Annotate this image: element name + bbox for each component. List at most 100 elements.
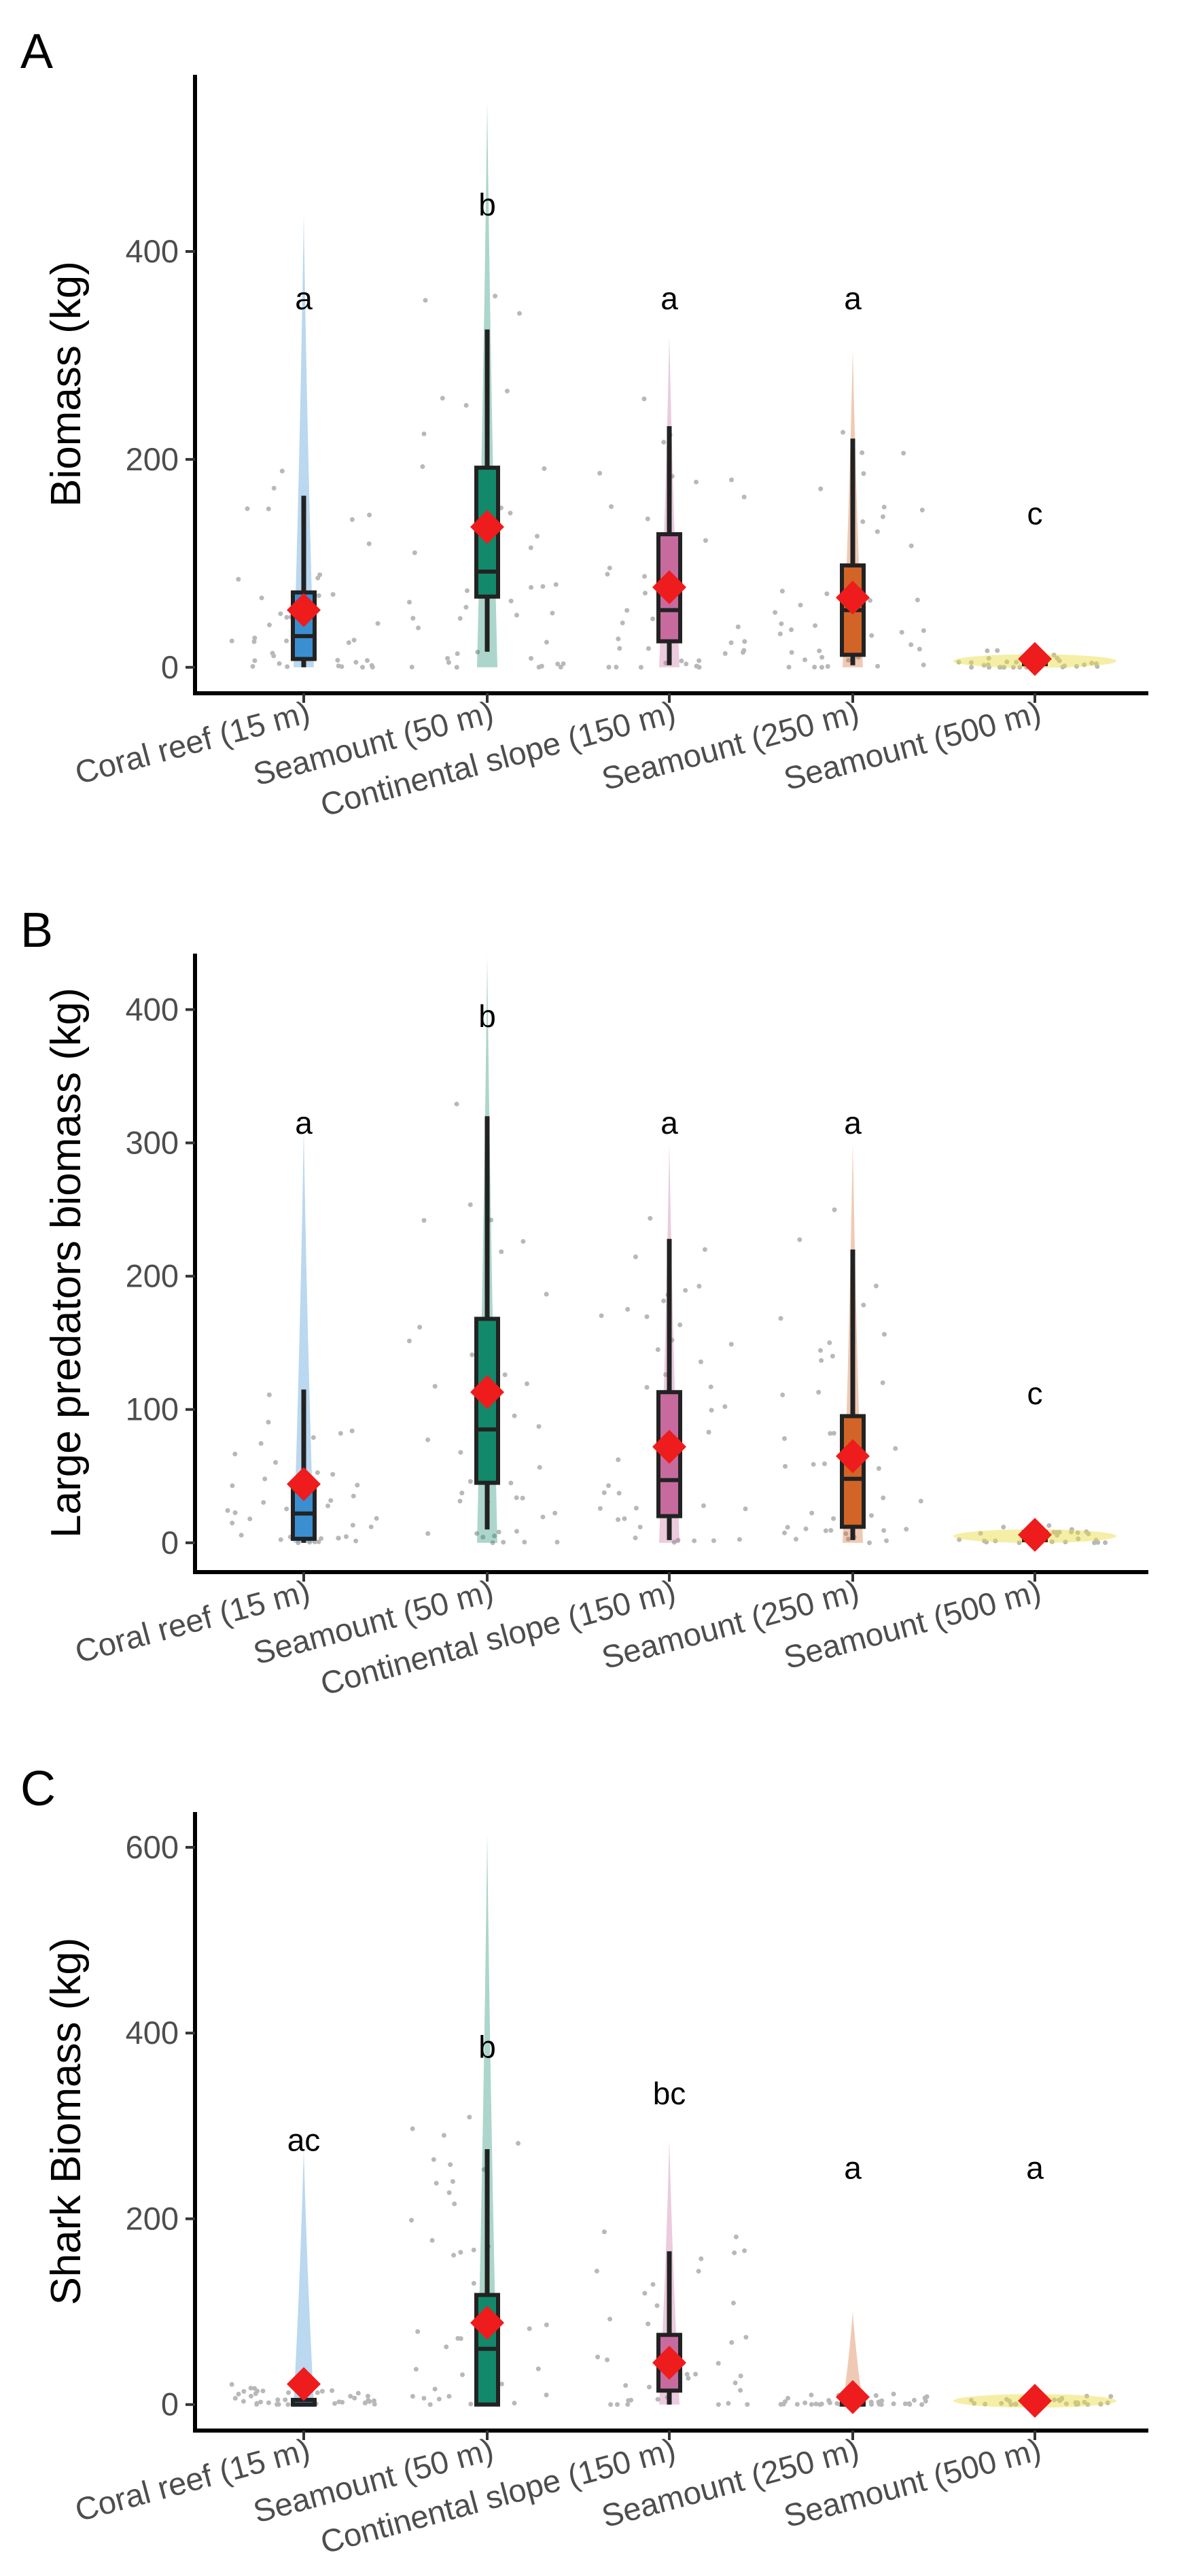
data-dot bbox=[985, 648, 990, 653]
data-dot bbox=[464, 588, 470, 593]
y-tick-label: 100 bbox=[126, 1391, 179, 1427]
data-dot bbox=[738, 2373, 743, 2379]
mean-marker bbox=[287, 2367, 321, 2401]
data-dot bbox=[501, 1539, 506, 1545]
data-dot bbox=[440, 396, 445, 401]
data-dot bbox=[229, 2382, 234, 2387]
data-dot bbox=[809, 2402, 814, 2407]
data-dot bbox=[684, 661, 689, 667]
data-dot bbox=[832, 1207, 837, 1213]
data-dot bbox=[458, 2250, 463, 2255]
data-dot bbox=[475, 649, 480, 655]
data-dot bbox=[880, 1380, 885, 1385]
data-dot bbox=[826, 2398, 832, 2403]
data-dot bbox=[540, 584, 546, 589]
data-dot bbox=[258, 2399, 264, 2405]
data-dot bbox=[741, 648, 747, 653]
data-dot bbox=[726, 2401, 731, 2406]
significance-letter: a bbox=[295, 1105, 313, 1141]
data-dot bbox=[343, 1534, 349, 1539]
data-dot bbox=[654, 2303, 660, 2308]
data-dot bbox=[445, 656, 451, 661]
data-dot bbox=[861, 471, 866, 476]
y-tick-label: 400 bbox=[126, 233, 179, 269]
data-dot bbox=[508, 1480, 514, 1486]
significance-letter: ac bbox=[287, 2122, 321, 2157]
data-dot bbox=[827, 1340, 832, 1345]
data-dot bbox=[1074, 663, 1079, 669]
violin bbox=[294, 215, 314, 667]
data-dot bbox=[921, 662, 926, 667]
data-dot bbox=[248, 2386, 253, 2391]
data-dot bbox=[508, 598, 514, 604]
data-dot bbox=[355, 1482, 360, 1488]
y-tick-label: 600 bbox=[126, 1829, 179, 1865]
data-dot bbox=[924, 2394, 930, 2399]
data-dot bbox=[279, 468, 285, 474]
data-dot bbox=[1084, 1529, 1089, 1535]
data-dot bbox=[845, 1536, 851, 1542]
data-dot bbox=[802, 657, 808, 663]
data-dot bbox=[492, 1533, 497, 1539]
data-dot bbox=[432, 2386, 438, 2392]
data-dot bbox=[616, 1491, 622, 1496]
data-dot bbox=[463, 402, 469, 408]
data-dot bbox=[454, 1101, 459, 1107]
data-dot bbox=[743, 1506, 748, 1512]
data-dot bbox=[346, 640, 351, 645]
data-dot bbox=[458, 2336, 463, 2342]
data-dot bbox=[876, 1466, 881, 1472]
data-dot bbox=[921, 628, 926, 633]
data-dot bbox=[597, 470, 603, 476]
data-dot bbox=[1098, 2401, 1103, 2407]
data-dot bbox=[499, 2381, 504, 2386]
data-dot bbox=[421, 1217, 427, 1223]
data-dot bbox=[684, 2371, 690, 2377]
data-dot bbox=[421, 431, 427, 436]
data-dot bbox=[499, 1249, 504, 1255]
data-dot bbox=[230, 1520, 235, 1526]
data-dot bbox=[544, 1291, 549, 1297]
data-dot bbox=[716, 2361, 721, 2366]
data-dot bbox=[803, 1526, 809, 1531]
data-dot bbox=[368, 1524, 374, 1529]
data-dot bbox=[319, 1536, 324, 1542]
data-dot bbox=[524, 1381, 529, 1387]
data-dot bbox=[869, 633, 875, 638]
data-dot bbox=[539, 663, 544, 669]
data-dot bbox=[353, 1538, 359, 1544]
data-dot bbox=[504, 388, 510, 394]
data-dot bbox=[824, 591, 830, 597]
data-dot bbox=[460, 2372, 465, 2378]
data-dot bbox=[315, 2390, 320, 2395]
significance-letter: a bbox=[844, 2150, 862, 2185]
data-dot bbox=[452, 2201, 457, 2206]
y-tick-label: 0 bbox=[161, 649, 179, 685]
data-dot bbox=[778, 1316, 783, 1321]
data-dot bbox=[868, 597, 873, 603]
data-dot bbox=[366, 541, 372, 546]
data-dot bbox=[286, 2390, 292, 2395]
data-dot bbox=[1057, 1529, 1062, 1535]
data-dot bbox=[995, 648, 1000, 653]
mean-marker bbox=[652, 2346, 686, 2380]
data-dot bbox=[866, 1540, 872, 1546]
data-dot bbox=[823, 1528, 828, 1533]
data-dot bbox=[348, 2394, 353, 2399]
data-dot bbox=[642, 591, 648, 596]
data-dot bbox=[786, 664, 792, 669]
data-dot bbox=[629, 2397, 634, 2403]
data-dot bbox=[879, 2398, 885, 2403]
data-dot bbox=[350, 1522, 355, 1528]
data-dot bbox=[728, 1342, 734, 1347]
data-dot bbox=[409, 664, 414, 669]
data-dot bbox=[642, 574, 648, 579]
data-dot bbox=[594, 2268, 599, 2274]
y-tick-label: 200 bbox=[126, 441, 179, 477]
data-dot bbox=[1082, 2399, 1087, 2405]
data-dot bbox=[522, 1539, 527, 1545]
data-dot bbox=[622, 1516, 627, 1521]
y-tick-label: 0 bbox=[161, 2386, 179, 2422]
data-dot bbox=[552, 1510, 558, 1516]
